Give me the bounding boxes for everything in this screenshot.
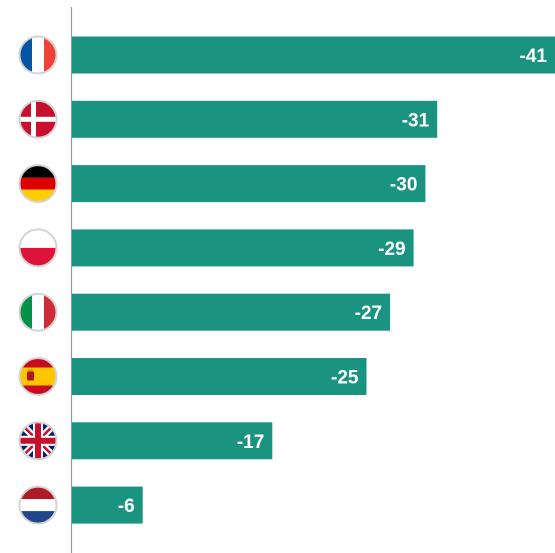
bar — [72, 293, 391, 331]
germany-flag-icon: Germany — [18, 164, 58, 204]
bar-value-label: -17 — [237, 432, 264, 453]
bar-value-label: -25 — [331, 368, 359, 389]
bar-value-label: -27 — [355, 303, 382, 324]
uk-flag-icon: United Kingdom — [18, 421, 58, 461]
poland-flag-icon: Poland — [18, 228, 58, 268]
bar — [72, 36, 555, 74]
bar — [72, 229, 414, 267]
bar-value-label: -30 — [390, 175, 417, 196]
bar-value-label: -31 — [402, 110, 430, 131]
bar — [72, 422, 273, 460]
denmark-flag-icon: Denmark — [18, 99, 58, 139]
bar — [72, 358, 367, 395]
netherlands-flag-icon: Netherlands — [18, 485, 58, 525]
flags-group: France Denmark Germany Poland Italy Spain Unit… — [18, 35, 58, 525]
bars-group: -41 -31 -30 -29 -27 -25 -17 -6 — [72, 36, 555, 524]
bar — [72, 165, 426, 203]
italy-flag-icon: Italy — [18, 292, 58, 332]
bar-value-label: -29 — [378, 239, 405, 260]
france-flag-icon: France — [18, 35, 58, 75]
bar-value-label: -41 — [520, 46, 548, 67]
bar-value-label: -6 — [118, 496, 135, 517]
spain-flag-icon: Spain — [18, 357, 58, 396]
bar — [72, 486, 143, 524]
bar — [72, 100, 438, 138]
